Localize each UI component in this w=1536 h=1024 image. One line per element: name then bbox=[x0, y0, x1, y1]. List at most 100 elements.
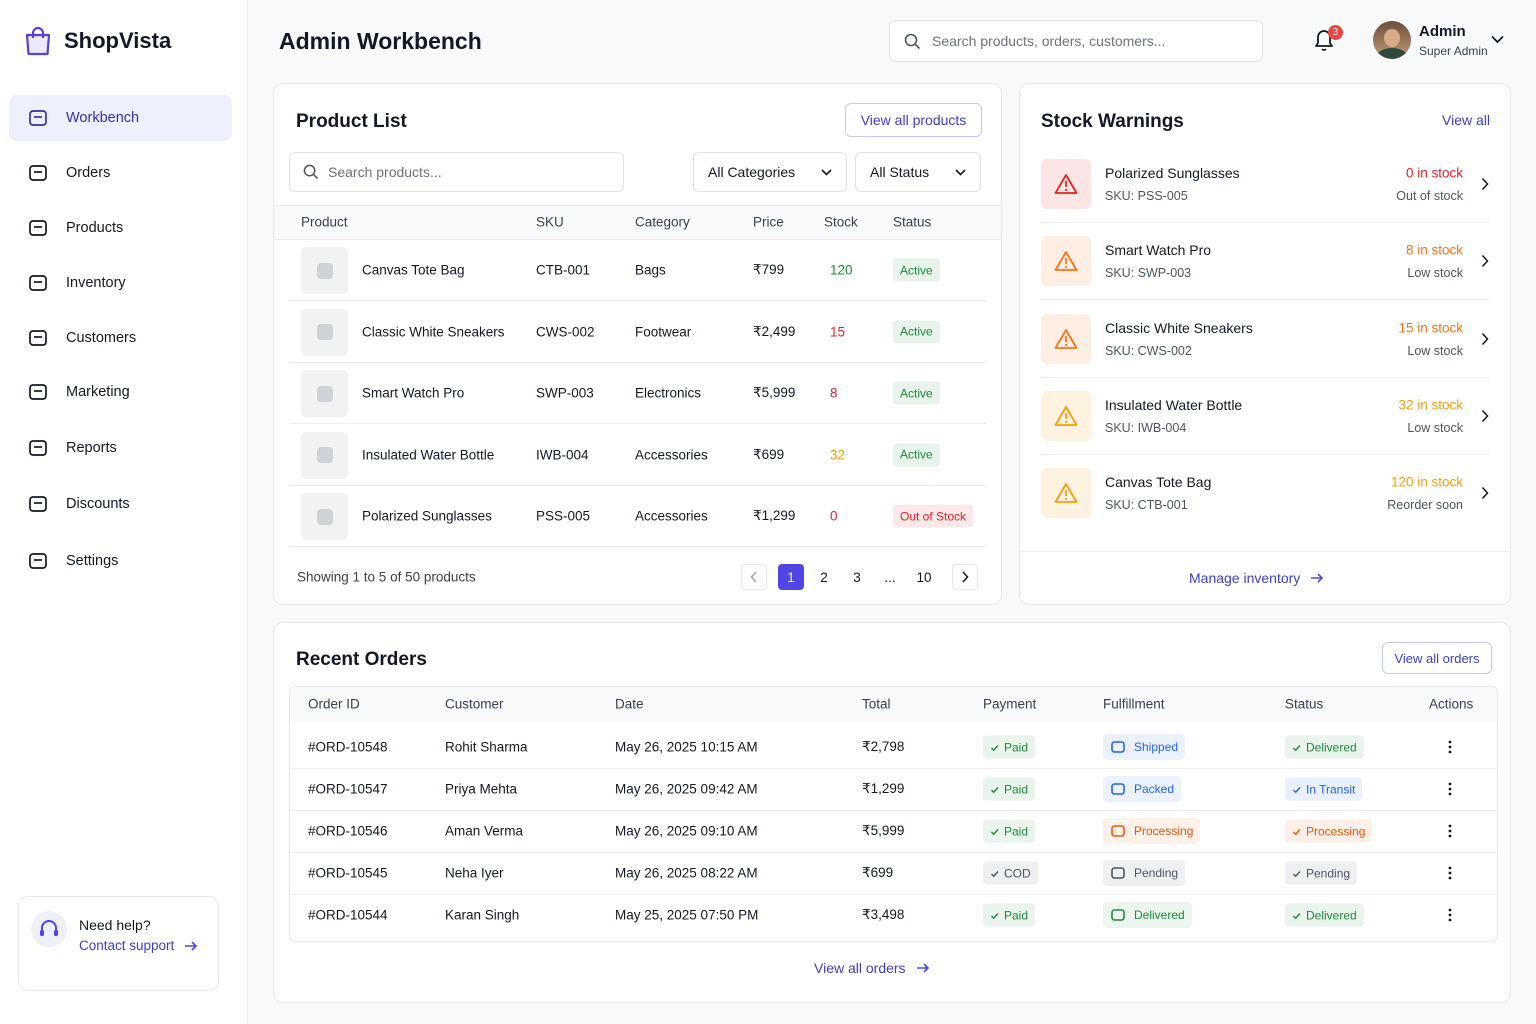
order-total: ₹3,498 bbox=[862, 907, 905, 922]
help-box: Need help? Contact support bbox=[18, 896, 219, 991]
row-divider bbox=[290, 810, 1497, 811]
payment-badge: Paid bbox=[983, 735, 1036, 759]
prev-page[interactable] bbox=[741, 564, 767, 590]
column-header: SKU bbox=[536, 214, 564, 230]
next-page[interactable] bbox=[952, 564, 978, 590]
nav-label[interactable]: Settings bbox=[66, 553, 119, 569]
page-button[interactable]: 3 bbox=[853, 569, 861, 585]
product-stock: 8 bbox=[830, 385, 838, 401]
nav-item[interactable]: Settings bbox=[9, 538, 232, 584]
row-actions[interactable] bbox=[1448, 782, 1452, 796]
notifications[interactable]: 3 bbox=[1312, 25, 1344, 58]
nav-label[interactable]: Inventory bbox=[66, 275, 126, 291]
column-header: Order ID bbox=[308, 696, 360, 712]
row-divider bbox=[1041, 222, 1489, 223]
nav-icon bbox=[29, 165, 47, 181]
nav-icon bbox=[29, 553, 47, 569]
nav-label[interactable]: Orders bbox=[66, 165, 111, 181]
warning-sku: SKU: IWB-004 bbox=[1105, 420, 1187, 435]
row-actions[interactable] bbox=[1448, 908, 1452, 922]
warning-product: Polarized Sunglasses bbox=[1105, 165, 1240, 181]
fulfillment-badge: Shipped bbox=[1103, 734, 1186, 760]
order-customer: Rohit Sharma bbox=[445, 739, 528, 755]
avatar[interactable] bbox=[1373, 21, 1411, 59]
contact-support[interactable]: Contact support bbox=[79, 938, 198, 953]
thumbnail-art bbox=[316, 447, 333, 463]
view-all-orders-link[interactable]: View all orders bbox=[814, 960, 930, 976]
filter-dropdown[interactable]: All Status bbox=[855, 152, 981, 192]
view-all-warnings[interactable]: View all bbox=[1442, 112, 1490, 128]
brand-name: ShopVista bbox=[64, 28, 172, 53]
search-icon bbox=[904, 33, 921, 49]
nav-item[interactable]: Orders bbox=[9, 150, 232, 196]
manage-inventory-text[interactable]: Manage inventory bbox=[1189, 570, 1301, 586]
view-all-orders-button[interactable]: View all orders bbox=[1382, 642, 1492, 674]
nav-item[interactable]: Products bbox=[9, 205, 232, 251]
global-search[interactable]: Search products, orders, customers... bbox=[889, 20, 1263, 62]
nav-item[interactable]: Discounts bbox=[9, 481, 232, 527]
nav-label[interactable]: Marketing bbox=[66, 384, 130, 400]
nav-item[interactable]: Reports bbox=[9, 425, 232, 471]
nav-item[interactable]: Marketing bbox=[9, 369, 232, 415]
page-button[interactable]: 10 bbox=[916, 569, 932, 585]
view-all-orders-text[interactable]: View all orders bbox=[814, 960, 906, 976]
product-price: ₹1,299 bbox=[753, 508, 796, 523]
product-stock: 120 bbox=[830, 262, 853, 278]
triangle bbox=[1054, 251, 1078, 272]
page-button[interactable]: ... bbox=[884, 569, 896, 585]
arrow bbox=[185, 940, 198, 951]
product-search[interactable]: Search products... bbox=[289, 152, 624, 192]
nav-item[interactable]: Workbench bbox=[9, 95, 232, 141]
payment-text: Paid bbox=[1004, 740, 1029, 754]
row-chevron bbox=[1481, 177, 1489, 191]
order-total: ₹1,299 bbox=[862, 781, 905, 796]
warning-sku: SKU: SWP-003 bbox=[1105, 266, 1192, 281]
order-date: May 26, 2025 08:22 AM bbox=[615, 865, 758, 881]
brand: ShopVista bbox=[24, 26, 171, 56]
nav-label[interactable]: Workbench bbox=[66, 110, 140, 126]
warning-product: Classic White Sneakers bbox=[1105, 319, 1253, 336]
help-icon bbox=[31, 911, 67, 947]
nav-item[interactable]: Customers bbox=[9, 315, 232, 361]
product-category: Accessories bbox=[635, 508, 708, 524]
warning-product: Insulated Water Bottle bbox=[1105, 396, 1243, 413]
row-chevron bbox=[1481, 409, 1489, 422]
row-actions[interactable] bbox=[1448, 740, 1452, 754]
user-menu-chevron[interactable] bbox=[1491, 35, 1504, 44]
payment-text: Paid bbox=[1004, 908, 1029, 922]
filter-label[interactable]: All Categories bbox=[708, 164, 796, 180]
nav-icon bbox=[29, 330, 47, 346]
page-button[interactable]: 2 bbox=[820, 569, 828, 585]
order-id: #ORD-10547 bbox=[308, 781, 388, 797]
product-stock: 0 bbox=[830, 508, 838, 524]
warning-stock: 32 in stock bbox=[1398, 397, 1463, 413]
payment-text: Paid bbox=[1004, 782, 1029, 796]
view-all-products[interactable]: View all products bbox=[845, 103, 982, 137]
page-button[interactable]: 1 bbox=[778, 564, 804, 590]
fulfillment-text: Processing bbox=[1134, 824, 1194, 838]
nav-label[interactable]: Discounts bbox=[66, 496, 130, 512]
column-header: Total bbox=[862, 696, 891, 712]
nav-item[interactable]: Inventory bbox=[9, 260, 232, 306]
product-thumbnail bbox=[301, 493, 348, 540]
contact-support-text[interactable]: Contact support bbox=[79, 938, 175, 953]
fulfillment-icon bbox=[1111, 867, 1125, 879]
sidebar: ShopVista Workbench Orders Products Invento… bbox=[0, 0, 248, 1024]
column-header: Customer bbox=[445, 696, 504, 712]
nav-label[interactable]: Products bbox=[66, 220, 124, 236]
chevron bbox=[962, 571, 969, 583]
order-total: ₹699 bbox=[862, 865, 894, 880]
product-sku: PSS-005 bbox=[536, 508, 591, 524]
product-status: Out of Stock bbox=[893, 504, 974, 528]
manage-inventory[interactable]: Manage inventory bbox=[1189, 570, 1324, 586]
nav-label[interactable]: Reports bbox=[66, 440, 117, 456]
filter-dropdown[interactable]: All Categories bbox=[693, 152, 847, 192]
orders-header-row bbox=[290, 687, 1497, 722]
row-actions[interactable] bbox=[1448, 866, 1452, 880]
warning-product: Canvas Tote Bag bbox=[1105, 474, 1212, 491]
row-actions[interactable] bbox=[1448, 824, 1452, 838]
filter-label[interactable]: All Status bbox=[870, 164, 930, 180]
nav-icon bbox=[29, 384, 47, 400]
card-title: Recent Orders bbox=[296, 649, 427, 670]
nav-label[interactable]: Customers bbox=[66, 330, 137, 346]
